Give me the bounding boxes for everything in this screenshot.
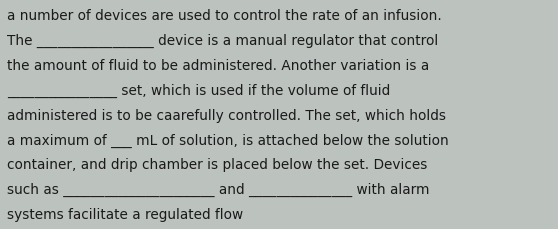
Text: a number of devices are used to control the rate of an infusion.: a number of devices are used to control … <box>7 9 442 23</box>
Text: systems facilitate a regulated flow: systems facilitate a regulated flow <box>7 207 243 221</box>
Text: such as ______________________ and _______________ with alarm: such as ______________________ and _____… <box>7 182 430 196</box>
Text: administered is to be caarefully controlled. The set, which holds: administered is to be caarefully control… <box>7 108 446 122</box>
Text: the amount of fluid to be administered. Another variation is a: the amount of fluid to be administered. … <box>7 59 430 73</box>
Text: The _________________ device is a manual regulator that control: The _________________ device is a manual… <box>7 34 439 48</box>
Text: ________________ set, which is used if the volume of fluid: ________________ set, which is used if t… <box>7 83 391 97</box>
Text: a maximum of ___ mL of solution, is attached below the solution: a maximum of ___ mL of solution, is atta… <box>7 133 449 147</box>
Text: container, and drip chamber is placed below the set. Devices: container, and drip chamber is placed be… <box>7 158 427 172</box>
